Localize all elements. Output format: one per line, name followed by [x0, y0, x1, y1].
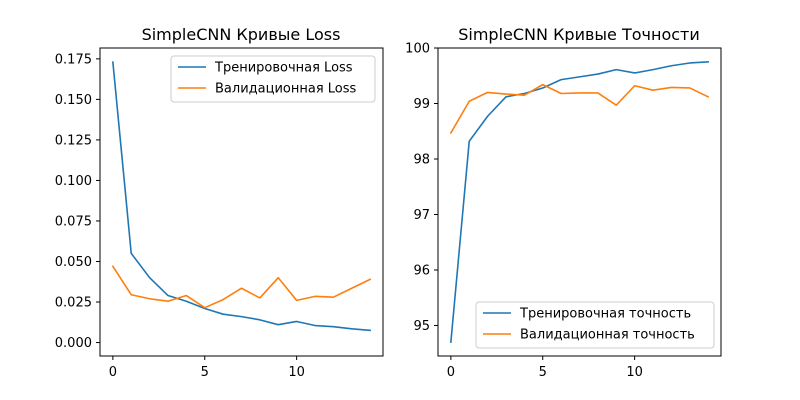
accuracy-y-tick-label: 99 [413, 97, 430, 112]
loss-y-tick-label: 0.150 [55, 93, 92, 108]
loss-x-axis: 0 5 10 [109, 356, 305, 380]
accuracy-x-tick-label: 5 [539, 365, 547, 380]
accuracy-series-line-1 [449, 83, 710, 135]
accuracy-chart-title: SimpleCNN Кривые Точности [458, 25, 700, 44]
accuracy-y-tick-label: 96 [413, 263, 430, 278]
loss-legend: Тренировочная Loss Валидационная Loss [170, 55, 376, 103]
accuracy-x-tick-label: 10 [626, 365, 643, 380]
loss-y-tick-label: 0.025 [55, 296, 92, 311]
accuracy-x-axis: 0 5 10 [447, 356, 643, 380]
loss-series-line-0 [111, 61, 372, 332]
accuracy-legend-label: Тренировочная точность [519, 307, 691, 322]
accuracy-series-layer [449, 61, 710, 343]
loss-series-line-1 [111, 265, 372, 309]
loss-chart-panel: SimpleCNN Кривые Loss 0 5 10 0.0000.0250.0… [55, 25, 384, 380]
accuracy-x-tick-label: 0 [447, 365, 455, 380]
loss-y-tick-label: 0.175 [55, 52, 92, 67]
accuracy-legend-box [475, 301, 715, 349]
accuracy-y-tick-label: 98 [413, 152, 430, 167]
accuracy-y-axis: 95 96 97 98 99 100 [405, 42, 438, 334]
loss-y-tick-label: 0.125 [55, 133, 92, 148]
loss-x-tick-label: 5 [201, 365, 209, 380]
loss-plot-frame [99, 47, 384, 357]
accuracy-series-line-0 [449, 61, 709, 343]
accuracy-legend-label: Валидационная точность [520, 328, 695, 343]
loss-x-tick-label: 0 [109, 365, 117, 380]
loss-y-tick-label: 0.075 [55, 214, 92, 229]
loss-x-tick-label: 10 [288, 365, 305, 380]
accuracy-chart-panel: SimpleCNN Кривые Точности 0 5 10 959697989… [405, 25, 722, 380]
loss-legend-label: Тренировочная Loss [214, 61, 353, 76]
loss-y-axis: 0.000 0.025 0.050 0.075 0.100 0.125 0.150 0.175 [55, 52, 100, 351]
loss-legend-label: Валидационная Loss [215, 82, 357, 97]
accuracy-y-tick-label: 95 [413, 319, 430, 334]
loss-chart-title: SimpleCNN Кривые Loss [142, 25, 341, 44]
accuracy-legend: Тренировочная точность Валидационная точн… [475, 301, 715, 349]
loss-y-tick-label: 0.000 [55, 336, 92, 351]
accuracy-y-tick-label: 97 [413, 208, 430, 223]
loss-legend-box [170, 55, 376, 103]
accuracy-y-tick-label: 100 [405, 42, 430, 57]
accuracy-plot-frame [437, 47, 722, 357]
loss-series-layer [111, 61, 372, 332]
loss-y-tick-label: 0.050 [55, 255, 92, 270]
loss-y-tick-label: 0.100 [55, 174, 92, 189]
